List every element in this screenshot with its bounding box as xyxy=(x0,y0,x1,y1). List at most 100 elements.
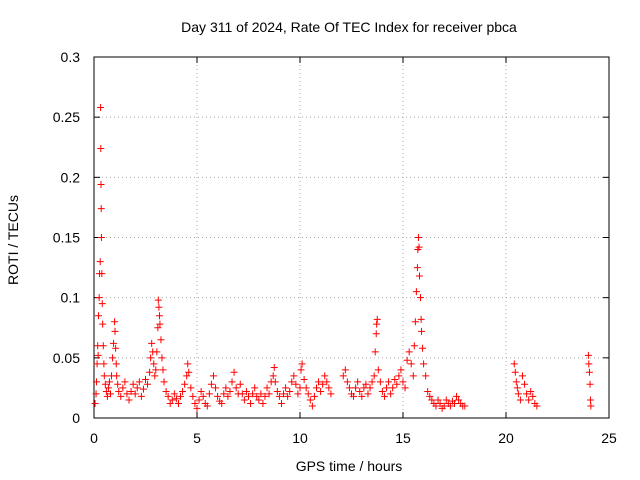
y-tick-label: 0.3 xyxy=(61,49,81,65)
data-point-marker xyxy=(160,378,168,386)
data-point-marker xyxy=(156,320,164,328)
data-point-marker xyxy=(193,404,201,412)
data-point-marker xyxy=(415,243,423,251)
data-point-marker xyxy=(405,348,413,356)
x-tick-label: 0 xyxy=(90,430,98,446)
data-point-marker xyxy=(514,390,522,398)
data-point-marker xyxy=(273,388,281,396)
data-point-marker xyxy=(205,390,213,398)
data-point-marker xyxy=(366,384,374,392)
data-point-marker xyxy=(135,378,143,386)
data-point-marker xyxy=(184,360,192,368)
y-axis-label: ROTI / TECUs xyxy=(5,195,21,285)
data-point-marker xyxy=(387,390,395,398)
data-point-marker xyxy=(93,360,101,368)
data-point-marker xyxy=(412,288,420,296)
data-point-marker xyxy=(373,320,381,328)
data-point-marker xyxy=(585,368,593,376)
data-point-marker xyxy=(110,339,118,347)
data-point-marker xyxy=(114,380,122,388)
data-point-marker xyxy=(97,181,105,189)
data-point-marker xyxy=(378,388,386,396)
data-point-marker xyxy=(343,378,351,386)
data-point-marker xyxy=(257,390,265,398)
data-point-marker xyxy=(364,390,372,398)
data-point-marker xyxy=(157,336,165,344)
data-point-marker xyxy=(96,258,104,266)
data-point-marker xyxy=(209,372,217,380)
data-points xyxy=(91,104,595,412)
data-point-marker xyxy=(247,400,255,408)
data-point-marker xyxy=(296,384,304,392)
data-point-marker xyxy=(358,392,366,400)
data-point-marker xyxy=(434,396,442,404)
data-point-marker xyxy=(137,392,145,400)
data-point-marker xyxy=(415,272,423,280)
data-point-marker xyxy=(104,384,112,392)
data-point-marker xyxy=(100,360,108,368)
data-point-marker xyxy=(315,378,323,386)
data-point-marker xyxy=(174,400,182,408)
data-point-marker xyxy=(371,348,379,356)
data-point-marker xyxy=(317,388,325,396)
data-point-marker xyxy=(98,270,106,278)
data-point-marker xyxy=(270,363,278,371)
data-point-marker xyxy=(129,380,137,388)
data-point-marker xyxy=(185,368,193,376)
data-point-marker xyxy=(586,396,594,404)
data-point-marker xyxy=(91,400,99,408)
data-point-marker xyxy=(380,392,388,400)
data-point-marker xyxy=(166,400,174,408)
data-point-marker xyxy=(203,402,211,410)
x-tick-label: 25 xyxy=(601,430,617,446)
data-point-marker xyxy=(418,327,426,335)
data-point-marker xyxy=(312,384,320,392)
data-point-marker xyxy=(417,315,425,323)
data-point-marker xyxy=(432,402,440,410)
data-point-marker xyxy=(424,388,432,396)
data-point-marker xyxy=(374,366,382,374)
data-point-marker xyxy=(275,392,283,400)
data-point-marker xyxy=(238,390,246,398)
grid-lines xyxy=(94,57,609,418)
data-point-marker xyxy=(397,366,405,374)
data-point-marker xyxy=(521,380,529,388)
data-point-marker xyxy=(420,360,428,368)
data-point-marker xyxy=(422,372,430,380)
data-point-marker xyxy=(154,296,162,304)
data-point-marker xyxy=(401,384,409,392)
data-point-marker xyxy=(153,348,161,356)
data-point-marker xyxy=(121,378,129,386)
data-point-marker xyxy=(527,388,535,396)
data-point-marker xyxy=(297,366,305,374)
data-point-marker xyxy=(92,378,100,386)
data-point-marker xyxy=(181,380,189,388)
data-point-marker xyxy=(199,392,207,400)
data-point-marker xyxy=(97,205,105,213)
x-tick-label: 20 xyxy=(498,430,514,446)
data-point-marker xyxy=(451,400,458,408)
data-point-marker xyxy=(376,378,384,386)
data-point-marker xyxy=(455,396,463,404)
data-point-marker xyxy=(146,368,154,376)
data-point-marker xyxy=(245,392,252,400)
data-point-marker xyxy=(413,264,421,272)
data-point-marker xyxy=(151,372,159,380)
data-point-marker xyxy=(226,388,234,396)
data-point-marker xyxy=(302,384,310,392)
data-point-marker xyxy=(232,384,240,392)
data-point-marker xyxy=(350,392,358,400)
data-point-marker xyxy=(428,396,436,404)
data-point-marker xyxy=(139,385,147,393)
data-point-marker xyxy=(100,372,108,380)
data-point-marker xyxy=(325,384,333,392)
data-point-marker xyxy=(360,384,368,392)
data-point-marker xyxy=(362,380,370,388)
data-point-marker xyxy=(327,390,335,398)
data-point-marker xyxy=(189,392,197,400)
data-point-marker xyxy=(170,390,178,398)
data-point-marker xyxy=(513,384,521,392)
data-point-marker xyxy=(102,388,110,396)
data-point-marker xyxy=(383,384,391,392)
data-point-marker xyxy=(409,372,417,380)
